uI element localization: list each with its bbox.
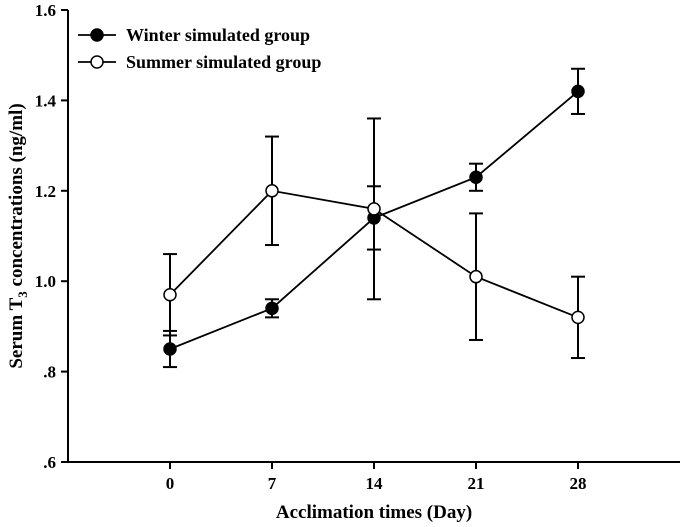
data-point bbox=[571, 310, 585, 325]
data-point bbox=[571, 84, 585, 99]
legend: Winter simulated group Summer simulated … bbox=[78, 25, 321, 72]
legend-winter-marker bbox=[90, 28, 104, 42]
y-axis-title-subscript: 3 bbox=[15, 291, 30, 298]
legend-item-summer: Summer simulated group bbox=[78, 52, 321, 72]
x-tick-label: 7 bbox=[268, 474, 277, 493]
data-point bbox=[163, 288, 177, 302]
data-point bbox=[265, 184, 279, 198]
data-point bbox=[163, 342, 177, 356]
y-tick-label: 1.6 bbox=[35, 1, 56, 20]
y-tick-label: 1.2 bbox=[35, 182, 56, 201]
markers bbox=[163, 84, 585, 356]
data-point bbox=[367, 202, 381, 216]
data-point bbox=[265, 301, 279, 316]
y-tick-label: 1.4 bbox=[35, 91, 57, 110]
legend-winter-label: Winter simulated group bbox=[126, 25, 310, 45]
data-point bbox=[469, 170, 483, 184]
data-point bbox=[469, 269, 483, 284]
x-tick-label: 21 bbox=[468, 474, 485, 493]
y-axis-title: Serum T3 concentrations (ng/ml) bbox=[6, 103, 30, 368]
y-tick-label: .6 bbox=[43, 453, 56, 472]
y-tick-label: .8 bbox=[43, 363, 56, 382]
x-axis-title: Acclimation times (Day) bbox=[276, 502, 472, 523]
y-axis-title-main: Serum T bbox=[6, 297, 27, 368]
x-tick-label: 28 bbox=[570, 474, 587, 493]
x-tick-label: 0 bbox=[166, 474, 175, 493]
y-tick-label: 1.0 bbox=[35, 272, 56, 291]
legend-item-winter: Winter simulated group bbox=[78, 25, 310, 45]
y-axis-title-rest: concentrations (ng/ml) bbox=[6, 103, 27, 291]
x-tick-label: 14 bbox=[366, 474, 384, 493]
legend-summer-label: Summer simulated group bbox=[126, 52, 321, 72]
ticks: .6 .8 1.0 1.2 1.4 1.6 0 7 14 21 28 bbox=[35, 1, 587, 493]
legend-summer-marker bbox=[90, 55, 104, 69]
